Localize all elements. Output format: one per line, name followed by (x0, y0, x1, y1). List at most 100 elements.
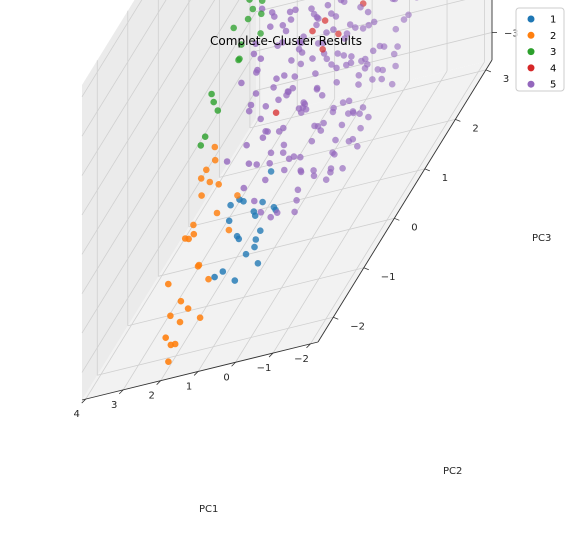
point-cluster-5 (280, 141, 288, 149)
point-cluster-5 (288, 57, 295, 64)
point-cluster-5 (295, 46, 303, 53)
point-cluster-4 (321, 17, 329, 24)
point-cluster-5 (257, 115, 265, 123)
y-gridline (188, 168, 425, 228)
point-cluster-1 (219, 268, 227, 275)
point-cluster-2 (195, 261, 203, 269)
y-tick-mark (424, 168, 430, 172)
y-tick-label: 2 (472, 123, 478, 134)
point-cluster-5 (240, 184, 248, 192)
point-cluster-1 (231, 277, 239, 284)
point-cluster-5 (390, 50, 398, 58)
point-cluster-5 (332, 136, 339, 144)
point-cluster-5 (262, 103, 270, 110)
point-cluster-2 (211, 143, 219, 151)
point-cluster-5 (364, 61, 371, 68)
legend-marker-5 (527, 80, 535, 88)
point-cluster-5 (262, 128, 269, 135)
point-cluster-5 (268, 9, 276, 16)
point-cluster-3 (201, 133, 209, 140)
point-cluster-5 (313, 84, 321, 92)
axis-panes (82, 0, 492, 400)
point-cluster-1 (240, 198, 247, 205)
point-cluster-5 (297, 167, 305, 174)
point-cluster-5 (245, 107, 253, 115)
point-cluster-3 (230, 24, 237, 32)
point-cluster-5 (365, 113, 372, 121)
point-cluster-5 (311, 122, 318, 130)
y-tick-mark (485, 69, 492, 73)
point-cluster-5 (345, 138, 353, 145)
point-cluster-5 (243, 141, 250, 149)
y-tick-mark (363, 267, 369, 271)
point-cluster-2 (184, 305, 192, 312)
point-cluster-5 (370, 18, 378, 26)
point-cluster-5 (238, 79, 245, 87)
point-cluster-5 (318, 92, 326, 99)
point-cluster-3 (244, 15, 252, 23)
point-cluster-5 (405, 11, 412, 19)
point-cluster-5 (279, 22, 287, 29)
point-cluster-5 (324, 1, 332, 9)
point-cluster-5 (354, 143, 361, 150)
point-cluster-5 (245, 160, 253, 167)
point-cluster-5 (289, 84, 297, 92)
x-tick-mark (268, 352, 274, 358)
point-cluster-2 (205, 275, 212, 283)
point-cluster-5 (339, 165, 346, 172)
point-cluster-5 (310, 167, 317, 174)
point-cluster-5 (287, 16, 295, 23)
x-tick-mark (81, 398, 87, 404)
point-cluster-1 (242, 250, 250, 258)
point-cluster-5 (279, 39, 286, 46)
point-cluster-2 (203, 166, 210, 174)
point-cluster-5 (300, 33, 307, 40)
point-cluster-4 (319, 46, 327, 53)
point-cluster-5 (294, 186, 302, 194)
point-cluster-5 (357, 3, 364, 11)
point-cluster-2 (165, 358, 172, 366)
point-cluster-5 (291, 208, 298, 216)
point-cluster-5 (364, 8, 372, 16)
point-cluster-5 (274, 42, 281, 49)
point-cluster-5 (400, 16, 408, 23)
x-gridline (310, 61, 485, 345)
legend-label-4: 4 (550, 63, 556, 74)
x-gridline (122, 107, 298, 391)
point-cluster-5 (389, 0, 396, 3)
point-cluster-5 (273, 209, 281, 216)
point-cluster-5 (314, 40, 322, 47)
point-cluster-1 (254, 260, 262, 267)
point-cluster-5 (358, 57, 365, 65)
y-tick-label: 0 (411, 222, 417, 233)
point-cluster-2 (213, 209, 221, 217)
point-cluster-5 (315, 15, 322, 22)
z-gridline (81, 0, 191, 176)
x-gridline (235, 80, 410, 363)
point-cluster-5 (251, 197, 258, 205)
point-cluster-5 (270, 84, 277, 91)
point-cluster-5 (310, 172, 318, 180)
point-cluster-2 (197, 175, 205, 182)
point-cluster-5 (379, 66, 387, 74)
point-cluster-5 (414, 0, 419, 1)
point-cluster-2 (167, 341, 175, 349)
point-cluster-5 (275, 96, 282, 104)
x-tick-mark (193, 371, 199, 376)
point-cluster-2 (167, 312, 174, 320)
point-cluster-3 (236, 55, 243, 63)
x-tick-label: −1 (257, 363, 272, 374)
point-cluster-1 (225, 217, 233, 225)
point-cluster-2 (190, 221, 197, 229)
point-cluster-2 (181, 235, 189, 242)
z-gridline (81, 0, 216, 216)
point-cluster-5 (340, 52, 348, 59)
x-axis-line (81, 341, 319, 401)
point-cluster-3 (258, 0, 266, 4)
point-cluster-2 (177, 297, 185, 305)
point-cluster-2 (234, 192, 241, 199)
legend-marker-4 (527, 64, 535, 72)
z-gridline (255, 0, 306, 13)
point-cluster-5 (337, 0, 345, 4)
y-gridline (97, 316, 334, 376)
